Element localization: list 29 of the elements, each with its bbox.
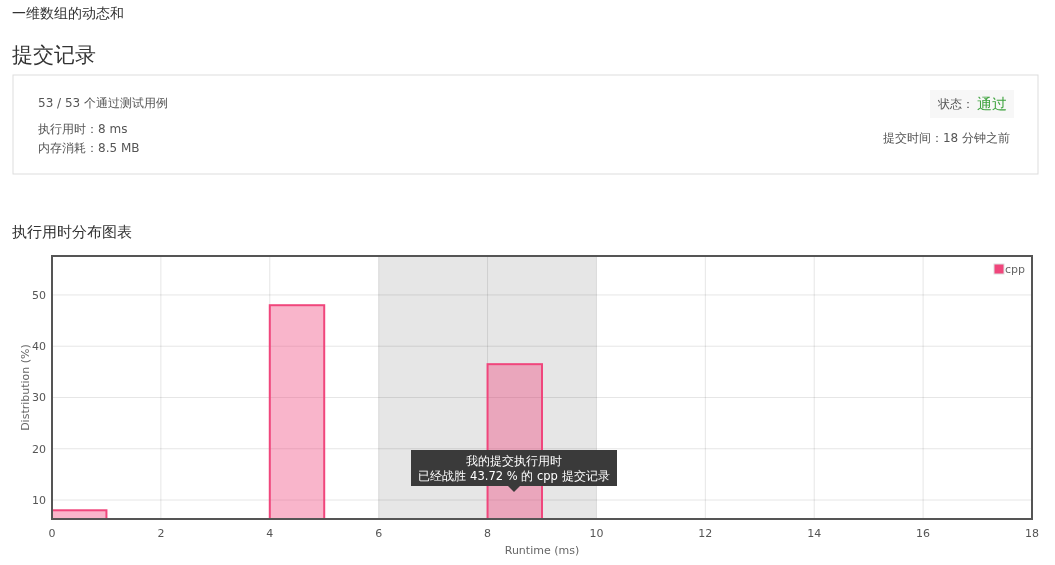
legend-label: cpp (1005, 263, 1026, 276)
x-tick-label: 8 (484, 527, 492, 540)
text: 一维数组的动态和 (12, 5, 124, 21)
text: 内存消耗：8.5 MB (38, 141, 140, 155)
x-tick-label: 14 (807, 527, 822, 540)
x-tick-label: 6 (375, 527, 383, 540)
x-tick-label: 10 (589, 527, 604, 540)
text: 提交记录 (12, 43, 96, 67)
x-axis-title: Runtime (ms) (504, 544, 580, 557)
x-tick-label: 16 (916, 527, 931, 540)
text: 53 / 53 个通过测试用例 (38, 96, 169, 110)
y-tick-label: 40 (32, 340, 46, 354)
annotation: 已经战胜 43.72 % 的 cpp 提交记录 (418, 469, 610, 483)
annotation: 我的提交执行用时 (466, 454, 562, 468)
x-tick-label: 2 (157, 527, 165, 540)
y-tick-label: 50 (32, 288, 46, 302)
text: 提交时间：18 分钟之前 (882, 131, 1010, 145)
chart-title: 执行用时分布图表 (12, 223, 132, 241)
y-axis-title: Distribution (%) (19, 344, 32, 431)
y-tick-label: 10 (32, 494, 46, 508)
x-tick-label: 18 (1025, 527, 1039, 540)
y-tick-label: 20 (32, 442, 46, 456)
y-tick-label: 30 (32, 391, 46, 405)
text: 状态： (937, 97, 974, 111)
x-tick-label: 12 (698, 527, 713, 540)
text: 通过 (977, 95, 1007, 113)
x-tick-label: 0 (48, 527, 56, 540)
x-tick-label: 4 (266, 527, 274, 540)
text: 执行用时：8 ms (38, 122, 128, 136)
